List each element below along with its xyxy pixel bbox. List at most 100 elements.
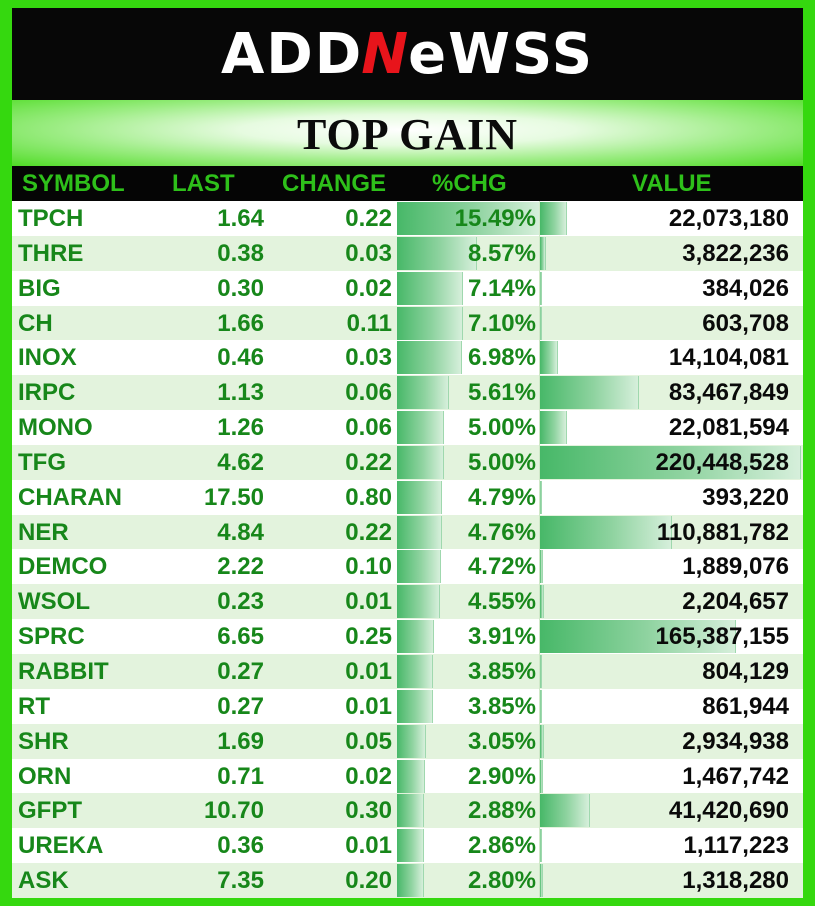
value-bar	[540, 724, 544, 758]
table-row: DEMCO 2.22 0.10 4.72% 1,889,076	[12, 549, 803, 585]
change-cell: 0.80	[345, 483, 392, 511]
value-bar	[540, 480, 542, 514]
table-row: CH 1.66 0.11 7.10% 603,708	[12, 305, 803, 341]
table-row: ASK 7.35 0.20 2.80% 1,318,280	[12, 863, 803, 898]
value-bar	[540, 411, 567, 445]
pct-change-cell: 8.57%	[467, 239, 536, 267]
table-row: WSOL 0.23 0.01 4.55% 2,204,657	[12, 584, 803, 620]
pct-change-cell: 4.55%	[467, 588, 536, 616]
value-bar	[540, 585, 544, 619]
change-cell: 0.22	[345, 205, 392, 232]
value-bar	[540, 202, 567, 235]
pct-change-cell: 2.90%	[467, 762, 536, 790]
pct-change-cell: 2.80%	[467, 867, 536, 895]
last-price-cell: 1.64	[217, 205, 264, 232]
value-bar	[540, 236, 546, 270]
symbol-cell: INOX	[18, 344, 77, 372]
column-divider	[539, 201, 540, 898]
table-row: ORN 0.71 0.02 2.90% 1,467,742	[12, 758, 803, 794]
last-price-cell: 0.36	[217, 832, 264, 860]
column-header-pct-change: %CHG	[432, 170, 507, 197]
pct-change-cell: 4.76%	[467, 518, 536, 546]
symbol-cell: SHR	[18, 727, 69, 755]
value-cell: 1,318,280	[682, 867, 789, 895]
pct-change-bar	[397, 236, 477, 270]
pct-change-bar	[397, 759, 425, 793]
last-price-cell: 4.62	[217, 448, 264, 476]
symbol-cell: NER	[18, 518, 69, 546]
pct-change-bar	[397, 480, 442, 514]
pct-change-cell: 7.14%	[467, 274, 536, 302]
table-row: IRPC 1.13 0.06 5.61% 83,467,849	[12, 375, 803, 411]
column-header-change: CHANGE	[282, 170, 387, 197]
value-bar	[540, 376, 639, 410]
last-price-cell: 0.23	[217, 588, 264, 616]
column-header-symbol: SYMBOL	[22, 170, 125, 197]
table-row: SHR 1.69 0.05 3.05% 2,934,938	[12, 723, 803, 759]
value-bar	[540, 341, 558, 375]
value-cell: 1,889,076	[682, 553, 789, 581]
pct-change-cell: 7.10%	[467, 309, 536, 337]
symbol-cell: RABBIT	[18, 657, 109, 685]
change-cell: 0.02	[345, 762, 392, 790]
last-price-cell: 1.69	[217, 727, 264, 755]
last-price-cell: 0.38	[217, 239, 264, 267]
table-row: RT 0.27 0.01 3.85% 861,944	[12, 688, 803, 724]
logo-part-ewss: eWSS	[408, 21, 595, 87]
value-bar	[540, 271, 542, 305]
pct-change-bar	[397, 794, 424, 828]
pct-change-cell: 4.79%	[467, 483, 536, 511]
symbol-cell: CHARAN	[18, 483, 122, 511]
change-cell: 0.03	[345, 344, 392, 372]
symbol-cell: ASK	[18, 867, 69, 895]
symbol-cell: THRE	[18, 239, 84, 267]
value-cell: 384,026	[702, 274, 789, 302]
pct-change-cell: 2.86%	[467, 832, 536, 860]
change-cell: 0.10	[345, 553, 392, 581]
pct-change-bar	[397, 654, 433, 688]
last-price-cell: 0.46	[217, 344, 264, 372]
value-bar	[540, 759, 543, 793]
value-bar	[540, 620, 736, 654]
value-bar	[540, 550, 543, 584]
value-cell: 861,944	[702, 692, 789, 720]
pct-change-cell: 3.05%	[467, 727, 536, 755]
table-row: RABBIT 0.27 0.01 3.85% 804,129	[12, 653, 803, 689]
pct-change-bar	[397, 306, 463, 340]
last-price-cell: 1.13	[217, 379, 264, 407]
pct-change-bar	[397, 724, 426, 758]
change-cell: 0.01	[345, 588, 392, 616]
value-bar	[540, 654, 542, 688]
value-bar	[540, 445, 801, 479]
change-cell: 0.01	[345, 657, 392, 685]
table-row: NER 4.84 0.22 4.76% 110,881,782	[12, 514, 803, 550]
symbol-cell: RT	[18, 692, 50, 720]
change-cell: 0.30	[345, 797, 392, 825]
value-cell: 22,081,594	[668, 414, 789, 442]
symbol-cell: TFG	[18, 448, 66, 476]
change-cell: 0.05	[345, 727, 392, 755]
column-header-last: LAST	[172, 170, 235, 197]
logo-part-n: N	[361, 21, 411, 87]
change-cell: 0.06	[345, 379, 392, 407]
last-price-cell: 4.84	[217, 518, 264, 546]
value-cell: 2,204,657	[682, 588, 789, 616]
pct-change-bar	[397, 864, 424, 898]
last-price-cell: 10.70	[203, 797, 264, 825]
table-row: SPRC 6.65 0.25 3.91% 165,387,155	[12, 619, 803, 654]
pct-change-bar	[397, 376, 449, 410]
pct-change-bar	[397, 445, 444, 479]
pct-change-cell: 3.85%	[467, 657, 536, 685]
change-cell: 0.01	[345, 832, 392, 860]
change-cell: 0.02	[345, 274, 392, 302]
symbol-cell: BIG	[18, 274, 61, 302]
change-cell: 0.01	[345, 692, 392, 720]
value-cell: 83,467,849	[668, 379, 789, 407]
pct-change-cell: 3.91%	[467, 623, 536, 651]
last-price-cell: 0.27	[217, 692, 264, 720]
last-price-cell: 1.26	[217, 414, 264, 442]
change-cell: 0.11	[346, 309, 392, 337]
column-header-value: VALUE	[632, 170, 712, 197]
